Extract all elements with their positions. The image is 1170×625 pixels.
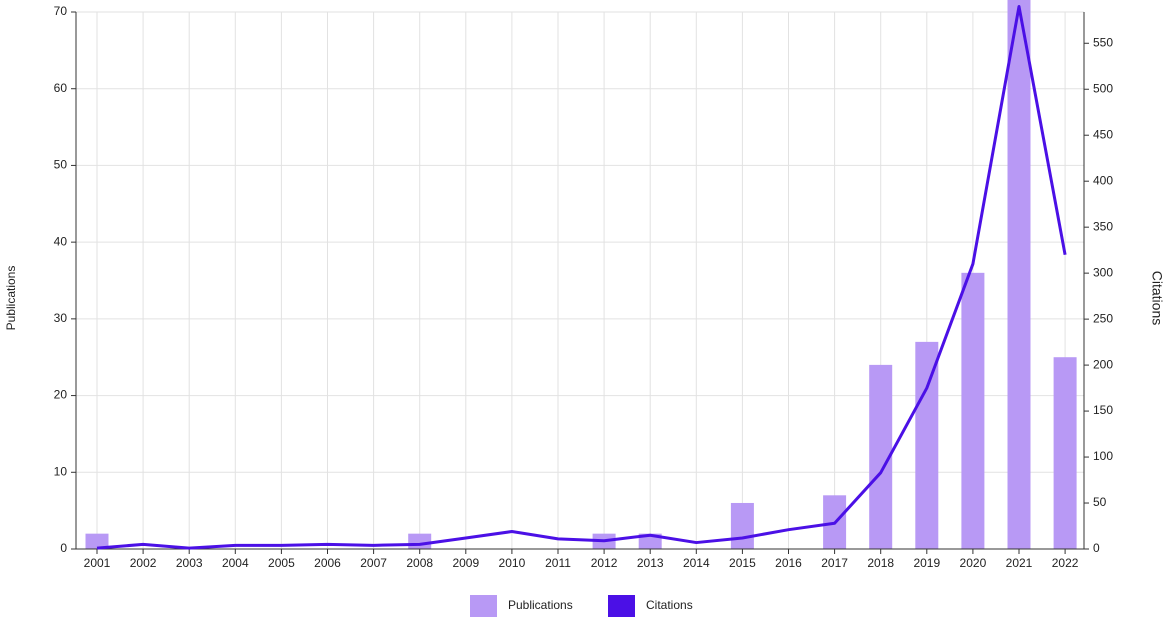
y-tick-label: 20 — [54, 388, 68, 402]
x-tick-label: 2008 — [406, 556, 433, 570]
legend-swatch — [608, 595, 635, 617]
y-tick-label: 30 — [54, 311, 68, 325]
x-tick-label: 2001 — [84, 556, 111, 570]
x-tick-label: 2018 — [867, 556, 894, 570]
y2-tick-label: 400 — [1093, 173, 1113, 187]
y2-tick-label: 100 — [1093, 449, 1113, 463]
x-tick-label: 2012 — [591, 556, 618, 570]
y2-tick-label: 500 — [1093, 81, 1113, 95]
x-tick-label: 2009 — [452, 556, 479, 570]
x-tick-label: 2010 — [499, 556, 526, 570]
x-tick-label: 2005 — [268, 556, 295, 570]
x-tick-label: 2021 — [1006, 556, 1033, 570]
plot — [85, 0, 1077, 549]
bar — [85, 533, 109, 549]
y2-tick-label: 200 — [1093, 357, 1113, 371]
x-tick-label: 2013 — [637, 556, 664, 570]
x-tick-label: 2016 — [775, 556, 802, 570]
y-tick-label: 40 — [54, 234, 68, 248]
x-tick-label: 2015 — [729, 556, 756, 570]
legend-label: Citations — [646, 598, 693, 612]
x-tick-label: 2004 — [222, 556, 249, 570]
y-tick-label: 60 — [54, 81, 68, 95]
line — [96, 4, 1067, 550]
bar — [915, 341, 939, 549]
x-tick-label: 2002 — [130, 556, 157, 570]
y2-tick-label: 550 — [1093, 35, 1113, 49]
x-tick-label: 2014 — [683, 556, 710, 570]
legend-label: Publications — [508, 598, 573, 612]
axes: 0 10 20 30 40 50 60 70 0 50 100 150 200 250 300 350 400 4… — [54, 4, 1114, 570]
y-tick-label: 70 — [54, 4, 68, 18]
legend-swatch — [470, 595, 497, 617]
y2-tick-label: 150 — [1093, 403, 1113, 417]
y2-axis-title: Citations — [1149, 271, 1165, 325]
bar — [961, 272, 985, 549]
x-tick-label: 2011 — [545, 556, 571, 570]
bar — [869, 364, 893, 549]
bar — [730, 502, 754, 549]
y-axis-title: Publications — [4, 266, 18, 331]
x-tick-label: 2019 — [913, 556, 940, 570]
x-tick-label: 2006 — [314, 556, 341, 570]
bar — [408, 533, 432, 549]
x-tick-label: 2007 — [360, 556, 387, 570]
x-tick-label: 2017 — [821, 556, 848, 570]
x-tick-label: 2003 — [176, 556, 203, 570]
y-tick-label: 10 — [54, 464, 68, 478]
y2-tick-label: 450 — [1093, 127, 1113, 141]
y-tick-label: 50 — [54, 158, 68, 172]
y2-tick-label: 300 — [1093, 265, 1113, 279]
x-tick-label: 2022 — [1052, 556, 1079, 570]
y2-tick-label: 350 — [1093, 219, 1113, 233]
bar — [1007, 0, 1031, 549]
y2-tick-label: 250 — [1093, 311, 1113, 325]
y-tick-label: 0 — [60, 541, 67, 555]
bar — [1053, 357, 1077, 549]
y2-tick-label: 0 — [1093, 541, 1100, 555]
y2-tick-label: 50 — [1093, 495, 1107, 509]
x-tick-label: 2020 — [960, 556, 987, 570]
